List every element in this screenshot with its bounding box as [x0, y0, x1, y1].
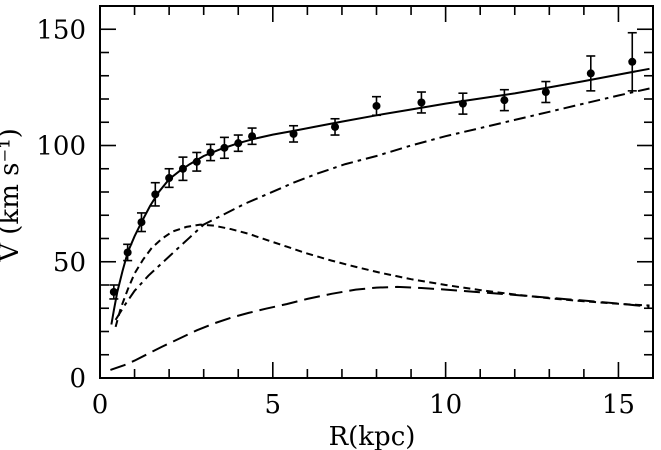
data-point-marker: [372, 101, 381, 110]
dot-dashed-curve: [114, 87, 650, 321]
x-tick-label: 0: [92, 390, 109, 420]
x-tick-label: 10: [429, 390, 462, 420]
y-tick-label: 150: [36, 15, 86, 45]
data-point-marker: [109, 287, 118, 296]
data-point-marker: [541, 88, 550, 97]
y-tick-label: 50: [53, 248, 86, 278]
data-point-marker: [586, 69, 595, 78]
x-tick-label: 15: [602, 390, 635, 420]
y-tick-label: 0: [69, 364, 86, 394]
data-point-marker: [151, 190, 160, 199]
y-tick-label: 100: [36, 132, 86, 162]
data-point-marker: [628, 57, 637, 66]
x-tick-label: 5: [265, 390, 282, 420]
plot-frame: [99, 5, 654, 379]
data-point-marker: [417, 98, 426, 107]
long-dashed-curve: [110, 285, 650, 371]
short-dashed-curve: [114, 223, 650, 328]
x-axis-label: R(kpc): [329, 422, 416, 450]
data-point-marker: [500, 96, 509, 105]
y-axis-label: V (km s⁻¹): [0, 128, 25, 263]
total-fit-solid-curve: [110, 67, 650, 325]
data-point-marker: [331, 122, 340, 131]
